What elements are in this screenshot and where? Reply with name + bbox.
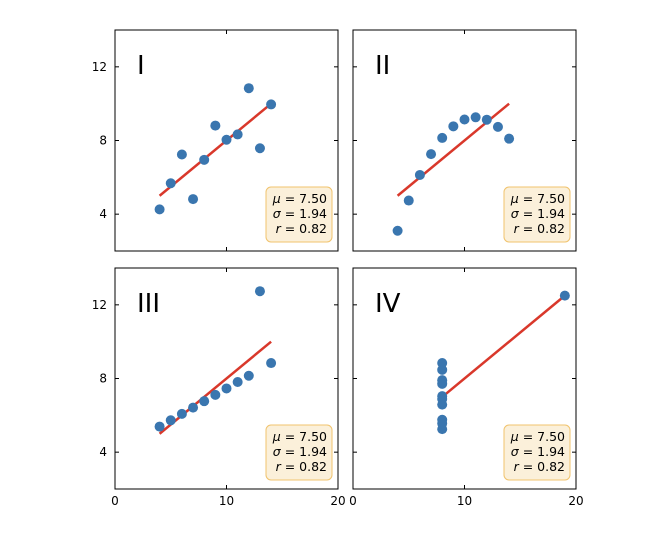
stat-sigma: σ = 1.94	[273, 444, 327, 459]
panel-2: II μ = 7.50σ = 1.94r = 0.82	[352, 29, 577, 252]
x-tick-label: 20	[568, 494, 583, 508]
scatter-point	[492, 121, 503, 132]
scatter-point	[254, 286, 265, 297]
y-tick-label: 8	[99, 372, 107, 386]
stats-box: μ = 7.50σ = 1.94r = 0.82	[265, 186, 333, 243]
stats-box-bg	[265, 424, 333, 481]
scatter-point	[199, 396, 210, 407]
scatter-point	[266, 358, 277, 369]
stat-r: r = 0.82	[276, 459, 327, 474]
stat-mu: μ = 7.50	[272, 429, 327, 444]
scatter-point	[199, 154, 210, 165]
scatter-point	[403, 195, 414, 206]
scatter-point	[559, 290, 570, 301]
scatter-point	[232, 129, 243, 140]
fit-line	[396, 102, 510, 197]
stat-sigma: σ = 1.94	[273, 206, 327, 221]
y-tick-label: 8	[99, 134, 107, 148]
fit-line	[158, 340, 272, 435]
stat-r: r = 0.82	[514, 459, 565, 474]
scatter-point	[232, 376, 243, 387]
scatter-point	[188, 194, 199, 205]
stats-box: μ = 7.50σ = 1.94r = 0.82	[503, 424, 571, 481]
stat-mu: μ = 7.50	[510, 191, 565, 206]
panel-4: 0 10 20 IV μ = 7.50σ = 1.94r = 0.82	[349, 267, 584, 508]
fit-line	[158, 102, 272, 197]
scatter-point	[414, 169, 425, 180]
scatter-point	[448, 121, 459, 132]
stat-mu: μ = 7.50	[272, 191, 327, 206]
x-tick-label: 10	[219, 494, 234, 508]
y-tick-label: 12	[92, 298, 107, 312]
panel-label: II	[375, 51, 390, 81]
scatter-point	[210, 389, 221, 400]
scatter-point	[426, 149, 437, 160]
scatter-point	[176, 408, 187, 419]
stats-box-bg	[503, 424, 571, 481]
stat-mu: μ = 7.50	[510, 429, 565, 444]
scatter-point	[188, 402, 199, 413]
scatter-point	[459, 114, 470, 125]
scatter-point	[165, 415, 176, 426]
x-tick-label: 20	[330, 494, 345, 508]
scatter-point	[481, 114, 492, 125]
scatter-point	[266, 99, 277, 110]
stat-r: r = 0.82	[514, 221, 565, 236]
scatter-point	[221, 134, 232, 145]
scatter-point	[437, 132, 448, 143]
x-tick-label: 0	[349, 494, 357, 508]
fit-line	[441, 294, 566, 398]
panel-3: 4 8 12 0 10 20 III μ = 7.50σ = 1.94r = 0.82	[92, 267, 346, 508]
stat-sigma: σ = 1.94	[511, 444, 565, 459]
scatter-point	[392, 225, 403, 236]
scatter-point	[504, 133, 515, 144]
scatter-point	[154, 204, 165, 215]
scatter-point	[210, 120, 221, 131]
scatter-point	[154, 421, 165, 432]
scatter-point	[221, 383, 232, 394]
scatter-point	[437, 418, 448, 429]
scatter-point	[437, 375, 448, 386]
y-tick-label: 4	[99, 445, 107, 459]
scatter-point	[470, 112, 481, 123]
scatter-point	[176, 149, 187, 160]
panel-label: I	[137, 51, 145, 81]
scatter-point	[165, 178, 176, 189]
panel-1: 4 8 12 Iμ = 7.50σ = 1.94r = 0.82	[92, 29, 339, 252]
x-tick-label: 10	[457, 494, 472, 508]
stats-box-bg	[265, 186, 333, 243]
stats-box: μ = 7.50σ = 1.94r = 0.82	[503, 186, 571, 243]
x-tick-label: 0	[111, 494, 119, 508]
y-tick-label: 4	[99, 207, 107, 221]
stat-r: r = 0.82	[276, 221, 327, 236]
stat-sigma: σ = 1.94	[511, 206, 565, 221]
scatter-point	[243, 370, 254, 381]
scatter-point	[243, 83, 254, 94]
scatter-point	[437, 393, 448, 404]
stats-box-bg	[503, 186, 571, 243]
y-tick-label: 12	[92, 60, 107, 74]
panel-label: IV	[375, 289, 401, 319]
scatter-point	[437, 364, 448, 375]
stats-box: μ = 7.50σ = 1.94r = 0.82	[265, 424, 333, 481]
panel-label: III	[137, 289, 160, 319]
scatter-point	[254, 143, 265, 154]
